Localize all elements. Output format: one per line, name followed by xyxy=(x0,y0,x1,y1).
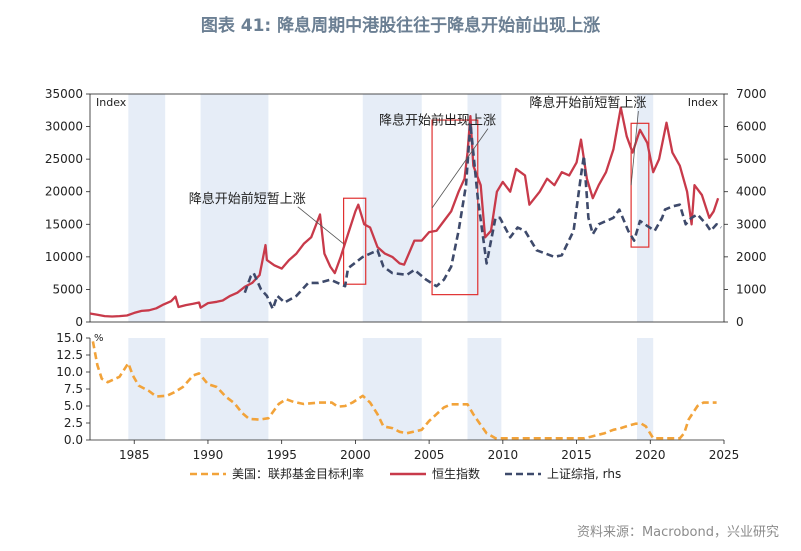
right-tick-label: 6000 xyxy=(736,120,767,134)
bottom-left-tick-label: 12.5 xyxy=(56,348,83,362)
bottom-axis-label: % xyxy=(94,333,104,344)
shaded-periods xyxy=(128,94,654,440)
right-axis-label: Index xyxy=(688,96,719,109)
x-tick-label: 2015 xyxy=(561,448,592,462)
shade-bottom-1 xyxy=(200,338,269,440)
top-panel-frame xyxy=(89,93,725,323)
annotation-arrow-1 xyxy=(297,206,344,245)
series-line-0 xyxy=(91,341,717,440)
annotation-arrow-2 xyxy=(630,110,639,186)
legend-label-2: 上证综指, rhs xyxy=(547,466,621,481)
annotation-text-1: 降息开始前短暂上涨 xyxy=(189,191,306,207)
chart-title: 图表 41: 降息周期中港股往往于降息开始前出现上涨 xyxy=(200,16,601,36)
x-tick-label: 1990 xyxy=(193,448,224,462)
left-tick-label: 25000 xyxy=(45,152,83,166)
right-tick-label: 1000 xyxy=(736,282,767,296)
shade-bottom-0 xyxy=(128,338,166,440)
top-series-layer xyxy=(89,106,722,318)
x-tick-label: 1985 xyxy=(119,448,150,462)
right-tick-label: 4000 xyxy=(736,185,767,199)
left-axis-label: Index xyxy=(96,96,127,109)
annotation-arrow-0 xyxy=(431,128,489,209)
x-tick-label: 2025 xyxy=(709,448,740,462)
bottom-left-tick-label: 10.0 xyxy=(56,365,83,379)
shade-bottom-2 xyxy=(362,338,422,440)
shade-bottom-3 xyxy=(467,338,502,440)
bottom-left-tick-label: 15.0 xyxy=(56,331,83,345)
legend-label-1: 恒生指数 xyxy=(432,466,480,481)
left-tick-label: 0 xyxy=(75,315,83,329)
shade-top-2 xyxy=(362,94,422,322)
series-line-2 xyxy=(243,122,722,311)
shade-bottom-4 xyxy=(637,338,654,440)
bottom-left-tick-label: 5.0 xyxy=(64,399,83,413)
bottom-left-tick-label: 2.5 xyxy=(64,416,83,430)
shade-top-3 xyxy=(467,94,502,322)
bottom-left-tick-label: 0.0 xyxy=(64,433,83,447)
annotation-text-2: 降息开始前短暂上涨 xyxy=(529,95,646,111)
right-tick-label: 3000 xyxy=(736,217,767,231)
x-tick-label: 2020 xyxy=(635,448,666,462)
source-note: 资料来源：Macrobond，兴业研究 xyxy=(576,525,779,540)
legend: 美国：联邦基金目标利率 恒生指数 上证综指, rhs xyxy=(190,466,621,481)
bottom-series-layer xyxy=(91,341,717,440)
right-tick-label: 0 xyxy=(736,315,744,329)
series-line-1 xyxy=(89,106,720,318)
x-tick-label: 2005 xyxy=(414,448,445,462)
x-tick-label: 1995 xyxy=(266,448,297,462)
x-tick-label: 2000 xyxy=(340,448,371,462)
bottom-left-tick-label: 7.5 xyxy=(64,382,83,396)
shade-top-1 xyxy=(200,94,269,322)
left-tick-label: 20000 xyxy=(45,185,83,199)
right-tick-label: 7000 xyxy=(736,87,767,101)
shade-top-0 xyxy=(128,94,166,322)
x-tick-label: 2010 xyxy=(488,448,519,462)
highlight-box-0 xyxy=(343,197,367,285)
legend-label-0: 美国：联邦基金目标利率 xyxy=(232,466,364,481)
annotation-text-0: 降息开始前出现上涨 xyxy=(379,113,496,129)
left-tick-label: 30000 xyxy=(45,120,83,134)
left-tick-label: 35000 xyxy=(45,87,83,101)
right-tick-label: 2000 xyxy=(736,250,767,264)
right-tick-label: 5000 xyxy=(736,152,767,166)
left-tick-label: 10000 xyxy=(45,250,83,264)
left-tick-label: 5000 xyxy=(52,282,83,296)
shade-top-4 xyxy=(637,94,654,322)
axes-layer: 0 5000 10000 15000 20000 25000 30000 35000 0 1000… xyxy=(45,87,767,462)
left-tick-label: 15000 xyxy=(45,217,83,231)
